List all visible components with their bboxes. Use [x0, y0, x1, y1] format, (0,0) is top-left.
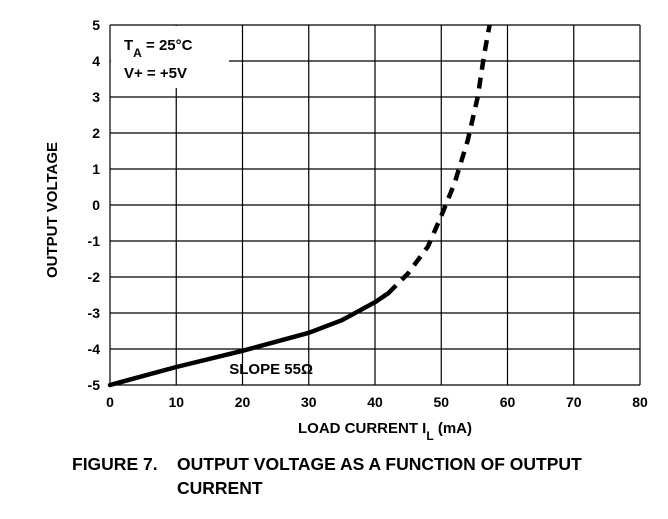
- y-tick-label: -3: [88, 305, 101, 321]
- x-tick-label: 60: [500, 394, 516, 410]
- y-tick-label: 1: [92, 161, 100, 177]
- condition-ta-main: T: [124, 37, 133, 54]
- x-axis-label-main: LOAD CURRENT I: [298, 420, 426, 437]
- slope-annotation: SLOPE 55Ω: [229, 361, 313, 378]
- y-tick-label: 2: [92, 125, 100, 141]
- x-tick-label: 20: [235, 394, 251, 410]
- condition-ta: TA = 25°C: [124, 37, 193, 60]
- conditions-box: [111, 26, 229, 88]
- series-line-solid: [107, 290, 391, 388]
- x-axis-label-unit: (mA): [434, 420, 472, 437]
- x-tick-label: 70: [566, 394, 582, 410]
- y-tick-label: 3: [92, 89, 100, 105]
- x-tick-label: 80: [632, 394, 648, 410]
- y-tick-label: 0: [92, 197, 100, 213]
- y-tick-label: -5: [88, 377, 101, 393]
- y-tick-label: 4: [92, 53, 100, 69]
- x-tick-label: 50: [433, 394, 449, 410]
- x-axis-label: LOAD CURRENT IL (mA): [298, 420, 472, 443]
- series-line-dashed: [386, 24, 492, 295]
- y-tick-label: -2: [88, 269, 101, 285]
- figure-caption-text: OUTPUT VOLTAGE AS A FUNCTION OF OUTPUT C…: [177, 454, 582, 498]
- condition-vplus: V+ = +5V: [124, 65, 187, 82]
- condition-ta-sub: A: [133, 46, 142, 60]
- x-tick-label: 30: [301, 394, 317, 410]
- y-axis-label: OUTPUT VOLTAGE: [44, 142, 61, 278]
- series-group: [107, 24, 492, 388]
- x-axis-label-sub: L: [426, 429, 433, 443]
- y-tick-label: -4: [88, 341, 101, 357]
- y-tick-label: -1: [88, 233, 101, 249]
- figure-number: FIGURE 7.: [72, 454, 158, 474]
- y-tick-label: 5: [92, 17, 100, 33]
- x-tick-label: 10: [168, 394, 184, 410]
- x-tick-label: 0: [106, 394, 114, 410]
- condition-ta-value: = 25°C: [142, 37, 193, 54]
- x-tick-label: 40: [367, 394, 383, 410]
- figure-caption: FIGURE 7. OUTPUT VOLTAGE AS A FUNCTION OF…: [72, 452, 652, 500]
